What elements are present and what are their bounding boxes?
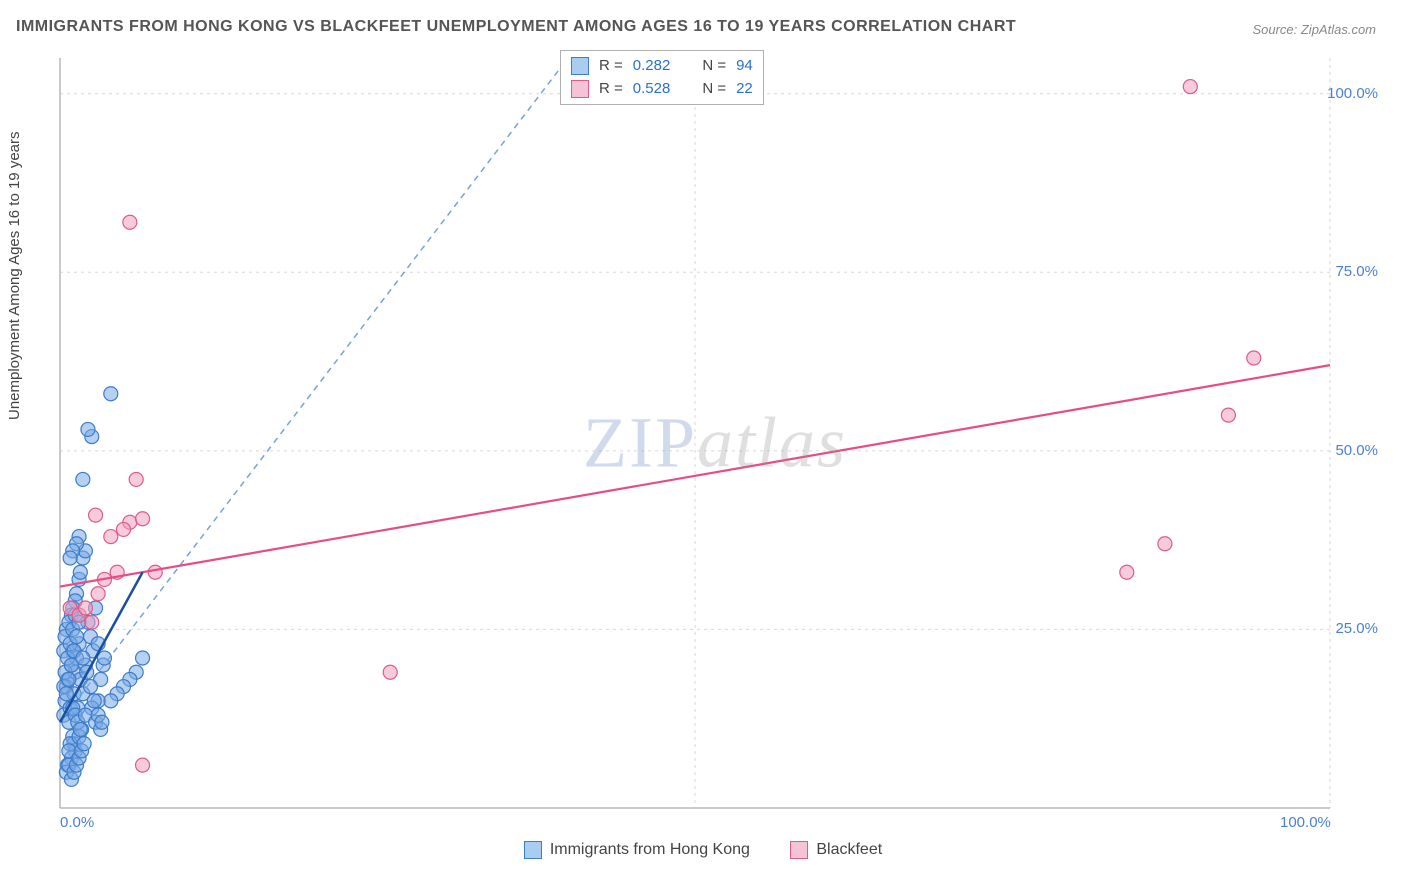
r-value-hk: 0.282 (633, 55, 671, 78)
stat-legend-box: R = 0.282 N = 94 R = 0.528 N = 22 (560, 50, 764, 105)
swatch-hk (571, 57, 589, 75)
chart-area: ZIPatlas 25.0%50.0%75.0%100.0%0.0%100.0% (50, 48, 1380, 838)
y-tick-label: 25.0% (1335, 620, 1378, 637)
x-tick-label: 100.0% (1280, 814, 1331, 831)
r-value-bf: 0.528 (633, 78, 671, 101)
swatch-bf-icon (790, 841, 808, 859)
n-value-bf: 22 (736, 78, 753, 101)
y-tick-label: 100.0% (1327, 85, 1378, 102)
y-tick-label: 75.0% (1335, 263, 1378, 280)
series-legend: Immigrants from Hong Kong Blackfeet (0, 841, 1406, 864)
n-label: N = (702, 55, 726, 78)
y-tick-label: 50.0% (1335, 442, 1378, 459)
legend-item-bf: Blackfeet (790, 841, 882, 859)
r-label: R = (599, 78, 623, 101)
stat-row-hk: R = 0.282 N = 94 (571, 55, 753, 78)
legend-label-hk: Immigrants from Hong Kong (550, 841, 750, 859)
chart-title: IMMIGRANTS FROM HONG KONG VS BLACKFEET U… (16, 18, 1016, 36)
source-attribution: Source: ZipAtlas.com (1252, 22, 1376, 37)
scatter-plot-svg (50, 48, 1380, 838)
y-axis-label: Unemployment Among Ages 16 to 19 years (6, 131, 23, 420)
swatch-bf (571, 80, 589, 98)
legend-item-hk: Immigrants from Hong Kong (524, 841, 750, 859)
stat-row-bf: R = 0.528 N = 22 (571, 78, 753, 101)
n-label: N = (702, 78, 726, 101)
swatch-hk-icon (524, 841, 542, 859)
legend-label-bf: Blackfeet (816, 841, 882, 859)
r-label: R = (599, 55, 623, 78)
n-value-hk: 94 (736, 55, 753, 78)
x-tick-label: 0.0% (60, 814, 94, 831)
